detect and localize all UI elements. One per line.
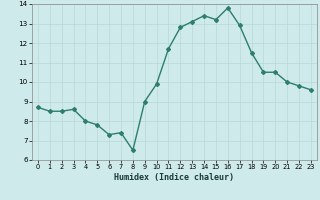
X-axis label: Humidex (Indice chaleur): Humidex (Indice chaleur) bbox=[115, 173, 234, 182]
